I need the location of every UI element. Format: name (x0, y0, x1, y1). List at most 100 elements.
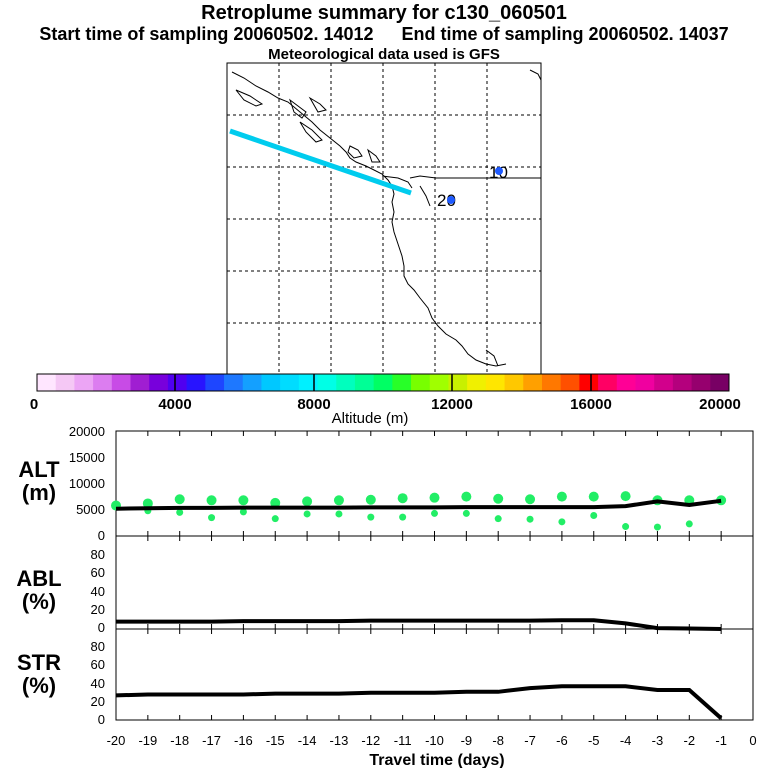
x-tick-label: -16 (234, 733, 253, 748)
alt-scatter-point (335, 510, 343, 518)
x-tick-label: -13 (330, 733, 349, 748)
alt-scatter-point (590, 512, 598, 520)
colorbar-cell (224, 374, 244, 391)
str-axis-ticks (115, 629, 754, 720)
colorbar-cell (336, 374, 356, 391)
alt-scatter-point (142, 498, 153, 509)
abl-ytick-0: 0 (98, 620, 105, 635)
colorbar-cell (93, 374, 113, 391)
colorbar-cell (354, 374, 375, 391)
abl-ytick-20: 20 (91, 602, 105, 617)
alt-scatter-point (556, 491, 567, 502)
alt-scatter-point (399, 513, 407, 521)
str-line (115, 684, 723, 720)
colorbar-cell (298, 374, 319, 391)
abl-frame (115, 535, 754, 630)
colorbar-tick-16000: 16000 (570, 396, 612, 413)
colorbar-frame (36, 373, 730, 392)
alt-scatter-point (206, 495, 217, 506)
alt-scatter-point (493, 493, 504, 504)
colorbar-cell (429, 374, 449, 391)
alt-scatter-point (525, 494, 536, 505)
alt-scatter-point (333, 495, 344, 506)
str-ytick-0: 0 (98, 712, 105, 727)
colorbar-cell (317, 374, 337, 391)
x-tick-label: -10 (425, 733, 444, 748)
time-series-panels: ALT (m) 20000 15000 10000 5000 0 ABL (%)… (16, 424, 756, 768)
abl-axis-ticks (115, 536, 754, 629)
abl-ytick-40: 40 (91, 584, 105, 599)
alt-scatter-point (622, 523, 630, 531)
colorbar-tick-20000: 20000 (699, 396, 741, 413)
alt-scatter-point (685, 520, 693, 528)
x-tick-labels: -20 -19 -18 -17 -16 -15 -14 -13 -12 -11 -10 -9 -8 -7-… (107, 733, 757, 748)
alt-ytick-20000: 20000 (69, 424, 105, 439)
alt-scatter-point (365, 494, 376, 505)
colorbar-cell (242, 374, 262, 391)
alt-ytick-10000: 10000 (69, 476, 105, 491)
alt-scatter-point (461, 491, 472, 502)
colorbar-cell (261, 374, 281, 391)
x-tick-label: -8 (492, 733, 504, 748)
x-tick-label: -17 (202, 733, 221, 748)
colorbar-cell (411, 374, 431, 391)
map-panel: 10 20 (226, 62, 542, 375)
alt-scatter-point (302, 496, 313, 507)
abl-panel: ABL (%) 80 60 40 20 0 (16, 535, 754, 635)
colorbar-cell (448, 374, 468, 391)
alt-ylabel-line1: ALT (18, 457, 60, 482)
colorbar-title: Altitude (m) (332, 410, 409, 427)
alt-scatter-points (111, 491, 727, 531)
colorbar-cell (579, 374, 599, 391)
x-tick-label: -6 (556, 733, 568, 748)
colorbar-tick-12000: 12000 (431, 396, 473, 413)
colorbar-cell (74, 374, 94, 391)
colorbar-tick-4000: 4000 (158, 396, 191, 413)
colorbar-cell (654, 374, 674, 391)
colorbar-cell (186, 374, 206, 391)
sampling-times: Start time of sampling 20060502. 14012 En… (0, 24, 768, 45)
retroplume-track (229, 128, 412, 196)
colorbar-cell (373, 374, 393, 391)
x-axis-label: Travel time (days) (369, 752, 504, 768)
colorbar-cell (672, 374, 693, 391)
alt-scatter-point (270, 497, 281, 508)
colorbar-cell (616, 374, 636, 391)
abl-ytick-80: 80 (91, 547, 105, 562)
x-tick-label: -9 (461, 733, 473, 748)
alt-ytick-0: 0 (98, 528, 105, 543)
colorbar-cell (149, 374, 169, 391)
colorbar-cell (691, 374, 711, 391)
colorbar-cell (504, 374, 524, 391)
map-label-20: 20 (437, 191, 456, 210)
abl-ylabel-line1: ABL (16, 566, 61, 591)
colorbar-cell (598, 374, 618, 391)
x-tick-label: -4 (620, 733, 632, 748)
alt-scatter-point (462, 509, 470, 517)
alt-scatter-point (397, 493, 408, 504)
alt-scatter-point (653, 523, 661, 531)
x-tick-label: -1 (715, 733, 727, 748)
x-tick-label: -18 (170, 733, 189, 748)
alt-scatter-point (429, 492, 440, 503)
x-tick-label: -14 (298, 733, 317, 748)
alt-scatter-point (526, 515, 534, 523)
colorbar-tick-8000: 8000 (297, 396, 330, 413)
colorbar-cell (710, 374, 730, 391)
colorbar-major-ticks (174, 374, 592, 391)
alt-scatter-point (494, 515, 502, 523)
alt-scatter-point (238, 495, 249, 506)
alt-scatter-point (588, 491, 599, 502)
colorbar-cell (280, 374, 300, 391)
x-tick-label: -11 (394, 733, 412, 748)
str-ylabel-line1: STR (17, 650, 61, 675)
abl-line (116, 618, 722, 631)
colorbar-cell (37, 374, 57, 391)
colorbar-cell (467, 374, 487, 391)
str-ylabel-line2: (%) (22, 673, 56, 698)
str-frame (115, 628, 754, 721)
colorbar-cell (635, 374, 655, 391)
str-ytick-80: 80 (91, 639, 105, 654)
colorbar-tick-0: 0 (30, 396, 38, 413)
